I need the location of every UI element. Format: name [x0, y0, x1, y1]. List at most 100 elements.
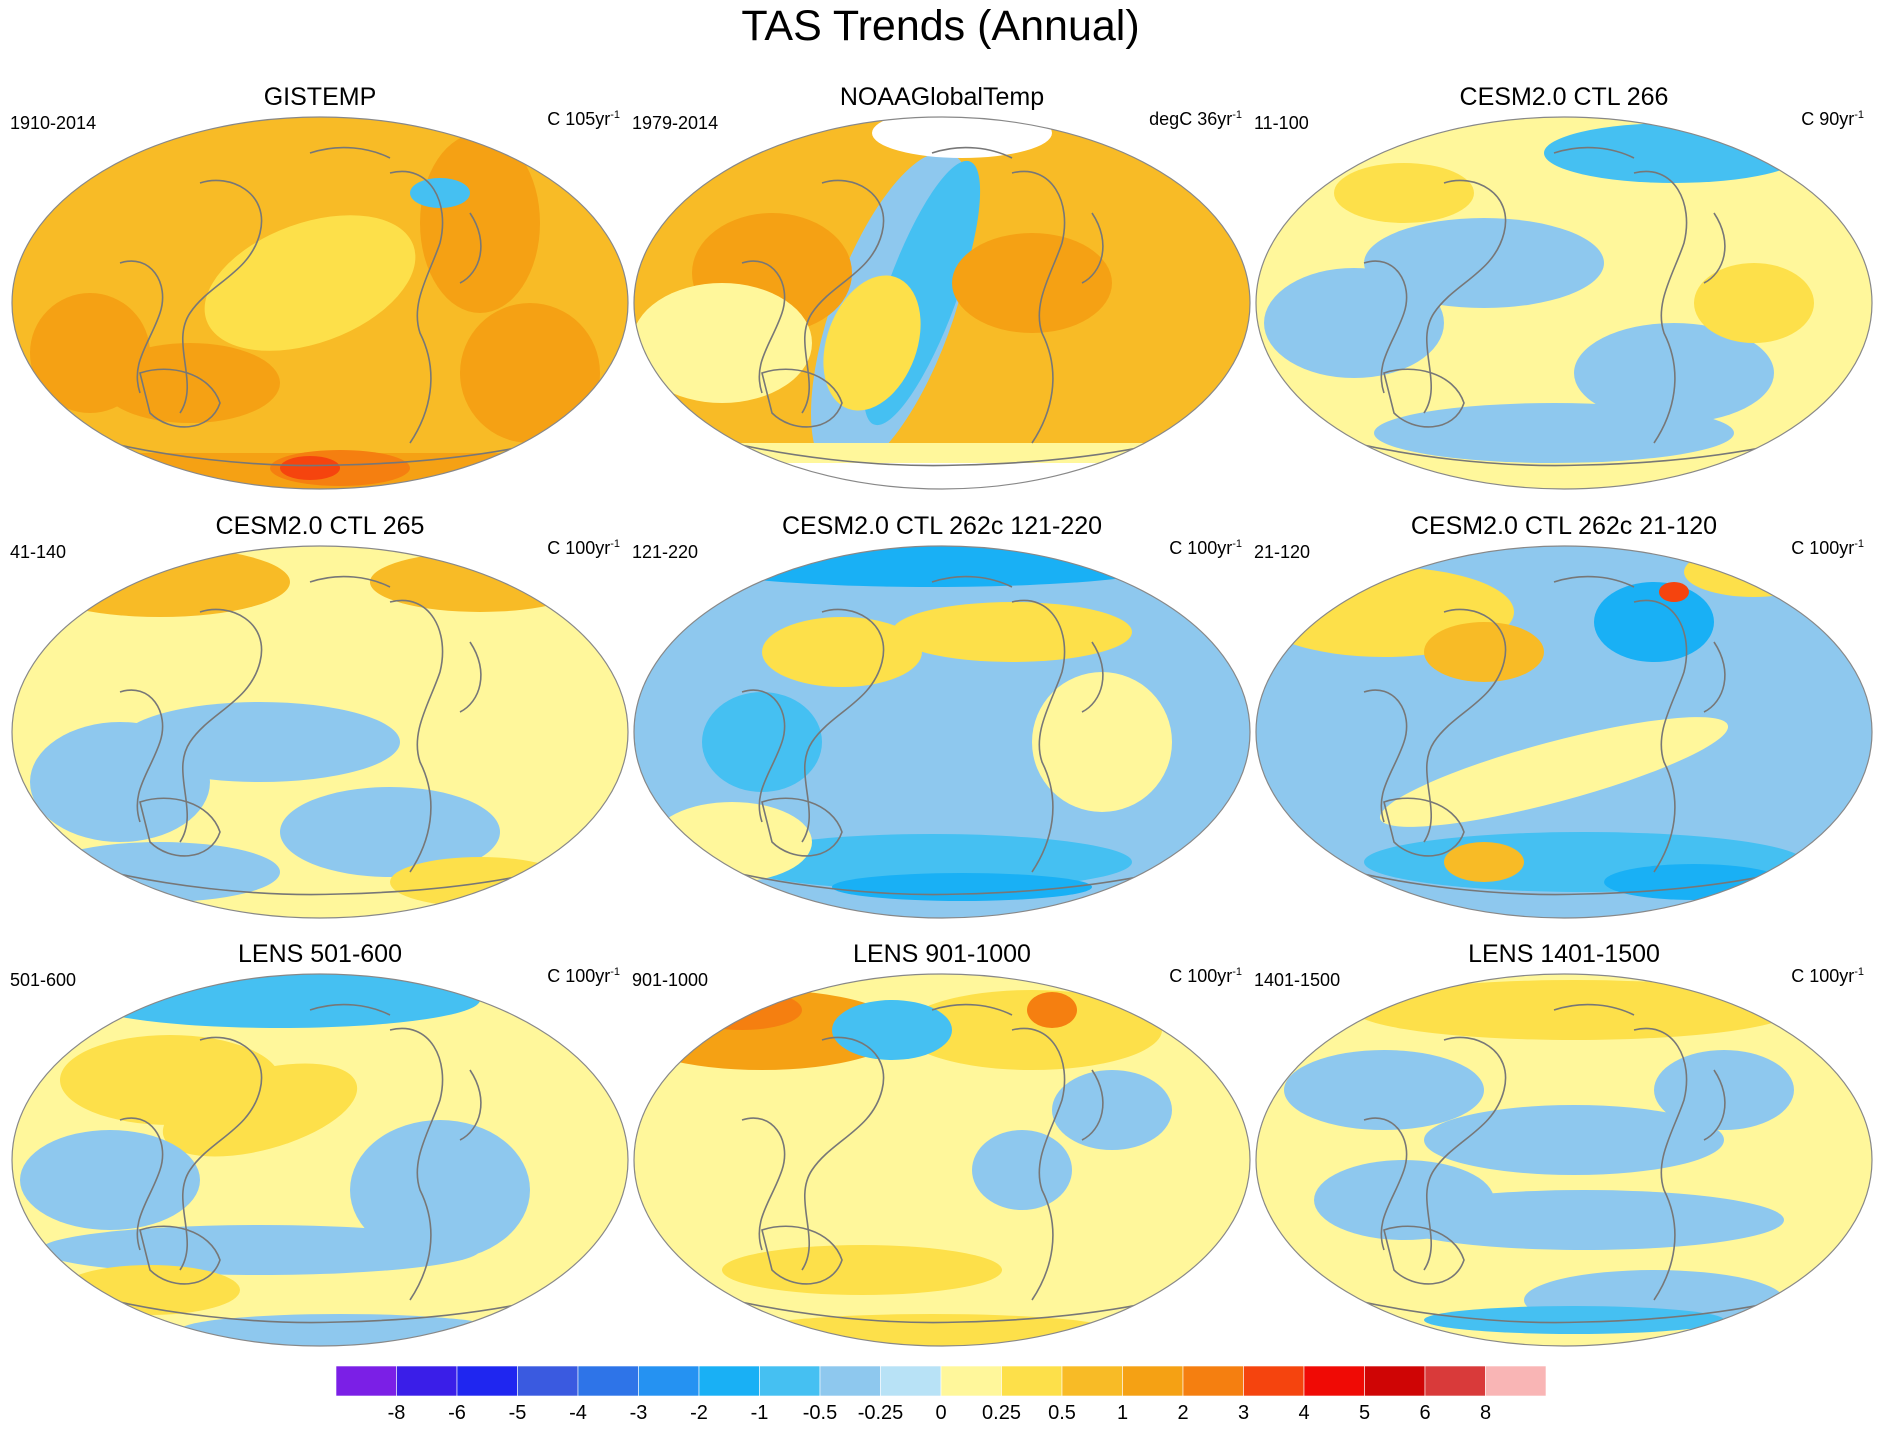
figure-title: TAS Trends (Annual): [741, 2, 1140, 50]
map-panel: NOAAGlobalTemp 1979-2014 degC 36yr-1: [632, 83, 1252, 490]
panel-period: 1979-2014: [632, 113, 719, 133]
panel-units-exponent: -1: [1854, 538, 1864, 550]
panel-units-text: C 100yr: [547, 538, 611, 558]
colorbar-label: -5: [509, 1402, 527, 1424]
colorbar-box: [396, 1365, 458, 1397]
colorbar-label: -6: [448, 1402, 466, 1424]
colorbar-box: [940, 1365, 1002, 1397]
colorbar-label: 2: [1177, 1402, 1188, 1424]
colorbar-label: 1: [1117, 1402, 1128, 1424]
map-panel: LENS 1401-1500 1401-1500 C 100yr-1: [1254, 940, 1874, 1347]
panel-units: C 100yr-1: [547, 966, 620, 987]
map-outline: [633, 116, 1251, 490]
colorbar-box: [1061, 1365, 1123, 1397]
colorbar-label: -0.25: [858, 1402, 904, 1424]
trend-field: [634, 117, 1250, 489]
trend-map: [11, 116, 629, 490]
trend-map: [1255, 973, 1873, 1347]
map-outline: [11, 116, 629, 490]
trend-field: [634, 974, 1250, 1346]
map-panel: CESM2.0 CTL 262c 21-120 21-120 C 100yr-1: [1254, 512, 1874, 919]
panel-units-exponent: -1: [1854, 966, 1864, 978]
panel-title: NOAAGlobalTemp: [839, 83, 1045, 111]
panel-units-exponent: -1: [1854, 109, 1864, 121]
trend-field: [1256, 546, 1872, 918]
trend-map: [1255, 116, 1873, 490]
map-outline: [1255, 116, 1873, 490]
panel-title: GISTEMP: [263, 83, 377, 111]
trend-field: [12, 117, 628, 489]
colorbar-label: 8: [1480, 1402, 1491, 1424]
trend-map: [1255, 545, 1873, 919]
colorbar-label: 3: [1238, 1402, 1249, 1424]
panel-period: 1910-2014: [10, 113, 97, 133]
panel-period: 901-1000: [632, 970, 709, 990]
panel-units: C 90yr-1: [1801, 109, 1864, 130]
trend-map: [633, 545, 1251, 919]
panel-period: 41-140: [10, 542, 67, 562]
colorbar-box: [517, 1365, 579, 1397]
map-outline: [1255, 973, 1873, 1347]
colorbar-box: [1303, 1365, 1365, 1397]
panel-title: CESM2.0 CTL 265: [215, 512, 425, 540]
panel-title: CESM2.0 CTL 262c 21-120: [1410, 512, 1718, 540]
panel-units: degC 36yr-1: [1149, 109, 1242, 130]
colorbar-label: 0.5: [1048, 1402, 1076, 1424]
trend-field: [634, 546, 1250, 918]
colorbar-label: -3: [630, 1402, 648, 1424]
panel-units-exponent: -1: [1232, 109, 1242, 121]
colorbar-box: [1424, 1365, 1486, 1397]
colorbar-box: [1243, 1365, 1305, 1397]
map-panel: CESM2.0 CTL 262c 121-220 121-220 C 100yr-1: [632, 512, 1252, 919]
panel-units-exponent: -1: [1232, 966, 1242, 978]
map-panel: LENS 901-1000 901-1000 C 100yr-1: [632, 940, 1252, 1347]
panel-units: C 100yr-1: [1791, 966, 1864, 987]
panel-title: LENS 501-600: [237, 940, 402, 968]
colorbar-box: [1122, 1365, 1184, 1397]
panel-units-exponent: -1: [610, 538, 620, 550]
colorbar-label: 6: [1419, 1402, 1430, 1424]
panel-units: C 100yr-1: [1791, 538, 1864, 559]
colorbar-box: [335, 1365, 397, 1397]
trend-field: [1256, 974, 1872, 1346]
trend-field: [12, 546, 628, 918]
map-panel: CESM2.0 CTL 265 41-140 C 100yr-1: [10, 512, 630, 919]
colorbar-label: 4: [1298, 1402, 1309, 1424]
panel-units-text: C 100yr: [1791, 966, 1855, 986]
panel-units: C 100yr-1: [1169, 538, 1242, 559]
colorbar-box: [880, 1365, 942, 1397]
trend-map: [11, 545, 629, 919]
colorbar-label: -4: [569, 1402, 587, 1424]
map-panel: CESM2.0 CTL 266 11-100 C 90yr-1: [1254, 83, 1874, 490]
colorbar-box: [698, 1365, 760, 1397]
colorbar-box: [638, 1365, 700, 1397]
panel-period: 121-220: [632, 542, 699, 562]
colorbar-box: [819, 1365, 881, 1397]
panel-units-text: C 90yr: [1801, 109, 1855, 129]
panel-units: C 100yr-1: [547, 538, 620, 559]
map-panel: LENS 501-600 501-600 C 100yr-1: [10, 940, 630, 1347]
panel-units-text: C 100yr: [1169, 538, 1233, 558]
map-outline: [633, 973, 1251, 1347]
panel-period: 501-600: [10, 970, 77, 990]
colorbar-label: 0: [935, 1402, 946, 1424]
panel-units: C 105yr-1: [547, 109, 620, 130]
map-panel: GISTEMP 1910-2014 C 105yr-1: [10, 83, 630, 490]
panel-period: 1401-1500: [1254, 970, 1341, 990]
map-outline: [11, 973, 629, 1347]
trend-field: [12, 974, 628, 1346]
colorbar-box: [1485, 1365, 1547, 1397]
panel-title: LENS 901-1000: [853, 940, 1031, 968]
colorbar-label: -1: [751, 1402, 769, 1424]
panel-units-text: C 100yr: [547, 966, 611, 986]
colorbar-label: -0.5: [803, 1402, 837, 1424]
panel-title: CESM2.0 CTL 266: [1459, 83, 1669, 111]
panel-units-exponent: -1: [610, 109, 620, 121]
panel-units-exponent: -1: [610, 966, 620, 978]
colorbar-label: -8: [388, 1402, 406, 1424]
panel-units-text: C 100yr: [1169, 966, 1233, 986]
panel-units-text: degC 36yr: [1149, 109, 1233, 129]
panel-units: C 100yr-1: [1169, 966, 1242, 987]
colorbar-label: -2: [690, 1402, 708, 1424]
colorbar-box: [1182, 1365, 1244, 1397]
